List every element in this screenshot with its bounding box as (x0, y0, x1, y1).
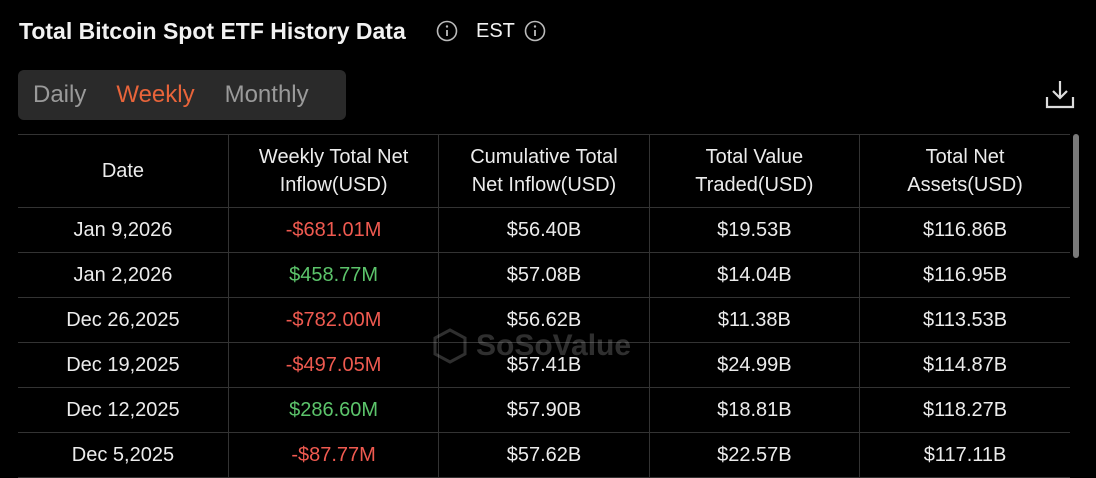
table-cell: Dec 12,2025 (18, 387, 229, 433)
timezone: EST (476, 20, 515, 42)
table-cell: $286.60M (227, 387, 440, 433)
tab-bar: Daily Weekly Monthly (18, 70, 346, 120)
page-title: Total Bitcoin Spot ETF History Data (19, 18, 406, 44)
table-row: Dec 12,2025 $286.60M $57.90B $18.81B $118.27… (18, 387, 1070, 433)
info-icon[interactable] (436, 20, 458, 42)
table-cell: $57.90B (438, 387, 650, 433)
table-cell: $22.57B (648, 432, 861, 478)
table-cell: -$681.01M (227, 207, 440, 253)
table-row: Dec 5,2025 -$87.77M $57.62B $22.57B $117.11B (18, 432, 1070, 478)
table-row: Jan 2,2026 $458.77M $57.08B $14.04B $116.95B (18, 252, 1070, 298)
tab[interactable]: Weekly (116, 81, 195, 108)
table-cell: $57.62B (438, 432, 650, 478)
table-cell: $116.95B (859, 252, 1070, 298)
table-container: Date Weekly Total Net Inflow(USD) Cumulati… (18, 134, 1070, 478)
table-row: Dec 26,2025 -$782.00M $56.62B $11.38B $113.5… (18, 297, 1070, 343)
table-cell: $458.77M (227, 252, 440, 298)
table-cell: Dec 5,2025 (18, 432, 229, 478)
table-cell: -$87.77M (227, 432, 440, 478)
table-cell: Jan 2,2026 (18, 252, 229, 298)
download-button[interactable] (1044, 78, 1076, 110)
table-cell: $24.99B (648, 342, 861, 388)
header-row: Date Weekly Total Net Inflow(USD) Cumulati… (18, 134, 1070, 208)
info-icon[interactable] (524, 20, 546, 42)
table-row: Dec 19,2025 -$497.05M $57.41B $24.99B $114.8… (18, 342, 1070, 388)
table-cell: $113.53B (859, 297, 1070, 343)
table-cell: $116.86B (859, 207, 1070, 253)
table-cell: $56.40B (438, 207, 650, 253)
table-cell: $14.04B (648, 252, 861, 298)
table-cell: $117.11B (859, 432, 1070, 478)
table-cell: $57.08B (438, 252, 650, 298)
table-cell: -$782.00M (227, 297, 440, 343)
column-header: Total Net Assets(USD) (859, 134, 1070, 208)
table-row: Jan 9,2026 -$681.01M $56.40B $19.53B $116.86… (18, 207, 1070, 253)
history-table: Date Weekly Total Net Inflow(USD) Cumulati… (18, 134, 1070, 478)
table-cell: $57.41B (438, 342, 650, 388)
column-header: Date (18, 134, 229, 208)
scrollbar[interactable] (1073, 134, 1079, 258)
table-cell: Dec 19,2025 (18, 342, 229, 388)
table-cell: $118.27B (859, 387, 1070, 433)
column-header: Cumulative Total Net Inflow(USD) (438, 134, 650, 208)
column-header: Total Value Traded(USD) (648, 134, 861, 208)
table-cell: Jan 9,2026 (18, 207, 229, 253)
table-cell: $18.81B (648, 387, 861, 433)
table-cell: -$497.05M (227, 342, 440, 388)
table-cell: $56.62B (438, 297, 650, 343)
tab[interactable]: Daily (33, 81, 87, 108)
tab[interactable]: Monthly (224, 81, 309, 108)
table-cell: $19.53B (648, 207, 861, 253)
table-cell: $114.87B (859, 342, 1070, 388)
table-cell: $11.38B (648, 297, 861, 343)
table-cell: Dec 26,2025 (18, 297, 229, 343)
column-header: Weekly Total Net Inflow(USD) (227, 134, 440, 208)
